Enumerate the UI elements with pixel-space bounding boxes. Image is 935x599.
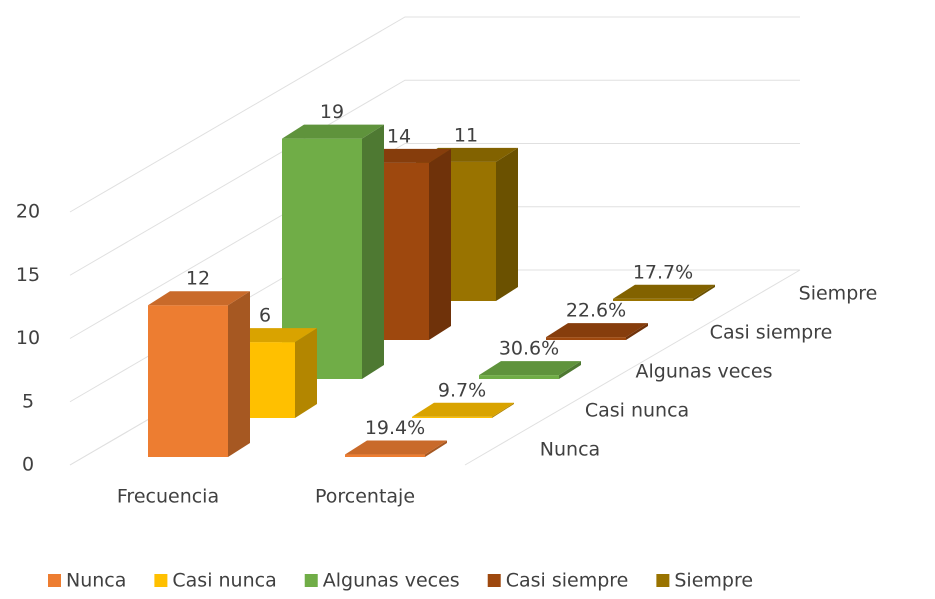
legend-swatch	[304, 574, 318, 587]
data-label: 6	[259, 305, 271, 327]
x-tick-label: Porcentaje	[315, 486, 415, 508]
data-label: 11	[454, 124, 478, 146]
data-label: 19	[320, 101, 344, 123]
bar	[613, 298, 693, 301]
depth-label: Nunca	[540, 439, 600, 461]
data-label: 19.4%	[365, 417, 425, 439]
bar-top	[148, 291, 250, 306]
x-tick-label: Frecuencia	[117, 486, 219, 508]
legend-label: Casi siempre	[506, 570, 629, 592]
depth-label: Siempre	[799, 283, 878, 305]
legend-label: Casi nunca	[172, 570, 276, 592]
bar-side	[425, 440, 447, 457]
depth-label: Casi siempre	[710, 322, 833, 344]
bar-top	[282, 124, 384, 139]
depth-label: Casi nunca	[585, 400, 689, 422]
bar	[345, 454, 425, 457]
y-tick-label: 0	[22, 454, 34, 476]
bar-side	[362, 124, 384, 380]
legend-swatch	[48, 574, 61, 587]
bar-top	[613, 284, 715, 299]
grid-line	[69, 79, 800, 276]
bar-top	[345, 440, 447, 455]
bar	[546, 337, 626, 340]
legend-swatch	[487, 574, 501, 587]
y-tick-label: 10	[16, 327, 40, 349]
data-label: 17.7%	[633, 261, 693, 283]
legend-label: Nunca	[66, 570, 126, 592]
data-label: 14	[387, 125, 411, 147]
data-label: 22.6%	[566, 300, 626, 322]
bar	[479, 375, 559, 379]
data-label: 12	[186, 268, 210, 290]
grid-line	[69, 143, 800, 339]
bar	[412, 416, 492, 418]
legend-swatch	[154, 574, 168, 587]
legend-swatch	[656, 574, 670, 587]
y-tick-label: 20	[16, 201, 40, 223]
data-label: 30.6%	[499, 338, 559, 360]
bar-top	[546, 323, 648, 338]
depth-axis	[464, 269, 801, 466]
legend-label: Algunas veces	[323, 570, 460, 592]
bar-side	[429, 148, 451, 340]
data-label: 9.7%	[438, 379, 486, 401]
depth-label: Algunas veces	[636, 361, 773, 383]
bar	[148, 305, 228, 457]
bar-side	[228, 291, 250, 457]
bar-side	[295, 328, 317, 418]
bar-side	[496, 147, 518, 301]
bar-top	[412, 402, 514, 417]
y-tick-label: 15	[16, 264, 40, 286]
bar-side	[626, 323, 648, 340]
bar-side	[559, 361, 581, 379]
bar-side	[492, 402, 514, 418]
bar-top	[479, 361, 581, 376]
y-tick-label: 5	[22, 390, 34, 412]
grid-line	[69, 16, 800, 213]
bar-side	[693, 284, 715, 301]
legend-label: Siempre	[674, 570, 753, 592]
